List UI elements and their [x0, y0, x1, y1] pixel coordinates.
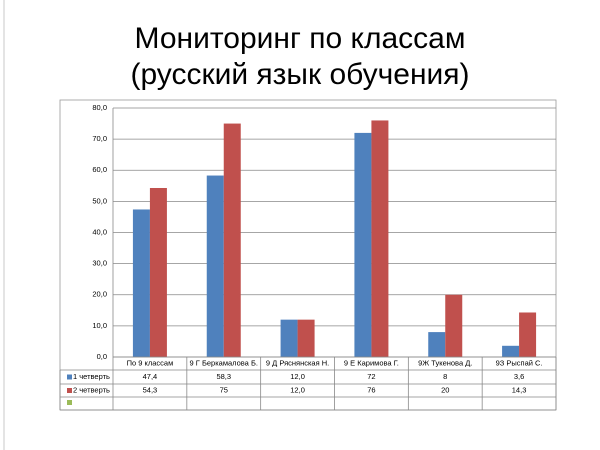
- bar: [519, 312, 537, 357]
- x-tick-label: 9 Г Беркамалова Б.: [190, 358, 258, 367]
- table-value: 72: [367, 372, 375, 381]
- y-tick-label: 80,0: [92, 103, 107, 112]
- legend-marker: [67, 388, 72, 393]
- y-tick-label: 30,0: [92, 259, 107, 268]
- table-value: 47,4: [143, 372, 158, 381]
- y-tick-label: 50,0: [92, 196, 107, 205]
- table-value: 3,6: [514, 372, 524, 381]
- y-tick-label: 40,0: [92, 227, 107, 236]
- x-tick-label: 9 Е Каримова Г.: [344, 358, 399, 367]
- y-tick-label: 20,0: [92, 290, 107, 299]
- x-tick-label: По 9 классам: [127, 358, 174, 367]
- bar: [428, 332, 446, 357]
- bar: [445, 294, 463, 357]
- title-line-2: (русский язык обучения): [130, 58, 469, 91]
- y-tick-label: 0,0: [97, 352, 107, 361]
- table-value: 58,3: [216, 372, 231, 381]
- table-value: 76: [367, 385, 375, 394]
- x-tick-label: 9 Д Ряснянская Н.: [266, 358, 329, 367]
- table-value: 75: [220, 385, 228, 394]
- legend-marker: [67, 374, 72, 380]
- x-tick-label: 9З Рыспай С.: [496, 358, 543, 367]
- legend-label: 2 четверть: [73, 385, 110, 394]
- bar: [502, 345, 520, 357]
- y-tick-label: 70,0: [92, 134, 107, 143]
- table-value: 14,3: [512, 385, 527, 394]
- bar: [354, 132, 372, 357]
- bar: [297, 319, 315, 357]
- legend-marker-empty: [67, 400, 72, 405]
- table-value: 54,3: [143, 385, 158, 394]
- y-tick-label: 60,0: [92, 165, 107, 174]
- title-line-1: Мониторинг по классам: [135, 22, 466, 55]
- bar: [280, 319, 298, 357]
- table-value: 20: [441, 385, 449, 394]
- table-value: 12,0: [290, 385, 305, 394]
- bar: [132, 209, 150, 357]
- bar: [149, 187, 167, 357]
- table-value: 8: [443, 372, 447, 381]
- bar: [371, 120, 389, 357]
- x-tick-label: 9Ж Тукенова Д.: [418, 358, 472, 367]
- bar: [223, 123, 241, 357]
- y-tick-label: 10,0: [92, 321, 107, 330]
- legend-label: 1 четверть: [73, 372, 110, 381]
- bar: [206, 175, 224, 357]
- table-value: 12,0: [290, 372, 305, 381]
